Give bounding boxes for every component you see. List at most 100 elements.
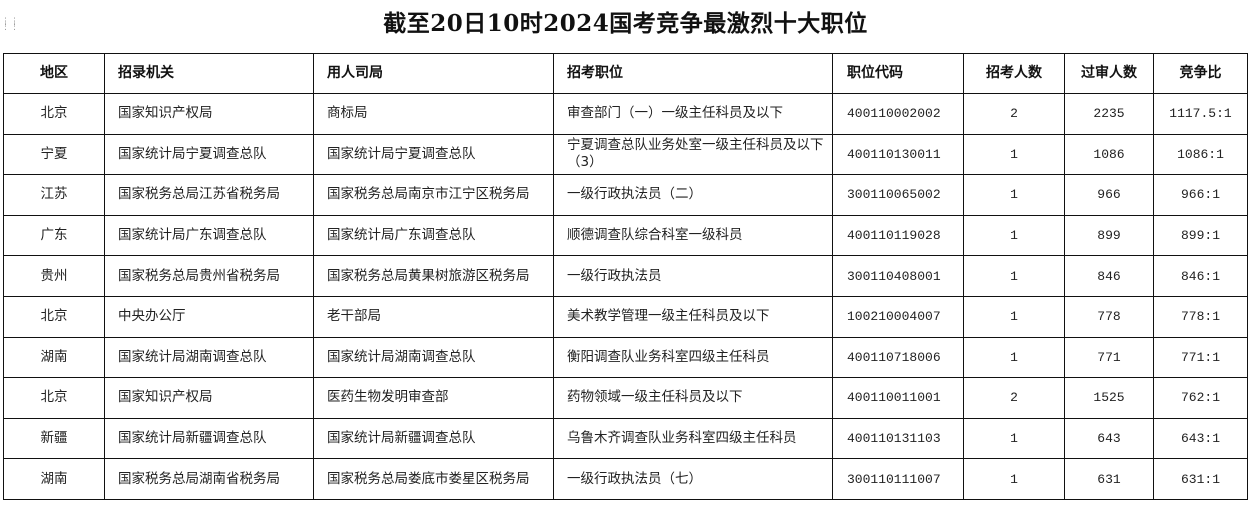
cell-recruiting-agency: 国家知识产权局: [104, 377, 314, 419]
cell-position-code: 400110119028: [832, 214, 964, 257]
header-recruiting-agency: 招录机关: [104, 53, 314, 94]
cell-position: 一级行政执法员（二）: [553, 174, 833, 216]
cell-region: 北京: [3, 377, 105, 419]
cell-position: 顺德调查队综合科室一级科员: [553, 214, 833, 257]
cell-approved-count: 966: [1064, 174, 1154, 216]
table-row: 湖南 国家税务总局湖南省税务局 国家税务总局娄底市娄星区税务局 一级行政执法员（七） 3…: [3, 458, 1248, 500]
cell-recruit-count: 1: [963, 214, 1065, 257]
cell-hiring-department: 国家统计局湖南调查总队: [313, 336, 554, 379]
cell-hiring-department: 国家税务总局娄底市娄星区税务局: [313, 458, 554, 500]
cell-recruiting-agency: 国家统计局广东调查总队: [104, 214, 314, 257]
cell-approved-count: 1086: [1064, 133, 1154, 176]
table-row: 广东 国家统计局广东调查总队 国家统计局广东调查总队 顺德调查队综合科室一级科员 400…: [3, 214, 1248, 257]
cell-approved-count: 1525: [1064, 377, 1154, 419]
table-row: 北京 中央办公厅 老干部局 美术教学管理一级主任科员及以下 100210004007 1 7…: [3, 295, 1248, 338]
cell-region: 贵州: [3, 255, 105, 297]
cell-competition-ratio: 899:1: [1153, 214, 1248, 257]
cell-approved-count: 899: [1064, 214, 1154, 257]
cell-position-code: 100210004007: [832, 295, 964, 338]
cell-position: 一级行政执法员: [553, 255, 833, 297]
cell-position: 衡阳调查队业务科室四级主任科员: [553, 336, 833, 379]
cell-recruiting-agency: 国家统计局新疆调查总队: [104, 417, 314, 460]
cell-region: 北京: [3, 93, 105, 135]
cell-approved-count: 2235: [1064, 93, 1154, 135]
cell-region: 宁夏: [3, 133, 105, 176]
cell-recruit-count: 1: [963, 417, 1065, 460]
cell-hiring-department: 国家统计局广东调查总队: [313, 214, 554, 257]
cell-recruiting-agency: 国家税务总局江苏省税务局: [104, 174, 314, 216]
cell-approved-count: 631: [1064, 458, 1154, 500]
cell-hiring-department: 国家统计局宁夏调查总队: [313, 133, 554, 176]
cell-approved-count: 778: [1064, 295, 1154, 338]
table-row: 北京 国家知识产权局 医药生物发明审查部 药物领域一级主任科员及以下 400110011…: [3, 377, 1248, 419]
cell-position: 乌鲁木齐调查队业务科室四级主任科员: [553, 417, 833, 460]
header-position-code: 职位代码: [832, 53, 964, 94]
cell-recruit-count: 1: [963, 174, 1065, 216]
header-position: 招考职位: [553, 53, 833, 94]
cell-position: 药物领域一级主任科员及以下: [553, 377, 833, 419]
cell-competition-ratio: 762:1: [1153, 377, 1248, 419]
cell-recruiting-agency: 国家统计局湖南调查总队: [104, 336, 314, 379]
cell-recruit-count: 1: [963, 133, 1065, 176]
cell-recruiting-agency: 国家知识产权局: [104, 93, 314, 135]
positions-table: 地区 招录机关 用人司局 招考职位 职位代码 招考人数 过审人数 竞争比 北京国…: [3, 53, 1248, 500]
cell-region: 北京: [3, 295, 105, 338]
cell-position-code: 400110131103: [832, 417, 964, 460]
cell-position-code: 400110011001: [832, 377, 964, 419]
cell-recruit-count: 1: [963, 336, 1065, 379]
cell-recruit-count: 1: [963, 458, 1065, 500]
cell-recruiting-agency: 国家税务总局贵州省税务局: [104, 255, 314, 297]
header-hiring-department: 用人司局: [313, 53, 554, 94]
cell-approved-count: 643: [1064, 417, 1154, 460]
cell-position-code: 300110408001: [832, 255, 964, 297]
page-title: 截至20日10时2024国考竞争最激烈十大职位: [383, 10, 868, 37]
table-row: 贵州 国家税务总局贵州省税务局 国家税务总局黄果树旅游区税务局 一级行政执法员 3001…: [3, 255, 1248, 297]
cell-position: 美术教学管理一级主任科员及以下: [553, 295, 833, 338]
cell-competition-ratio: 846:1: [1153, 255, 1248, 297]
cell-hiring-department: 国家统计局新疆调查总队: [313, 417, 554, 460]
cell-region: 新疆: [3, 417, 105, 460]
table-row: 宁夏 国家统计局宁夏调查总队 国家统计局宁夏调查总队 宁夏调查总队业务处室一级主任科员…: [3, 133, 1248, 176]
cell-recruit-count: 1: [963, 255, 1065, 297]
cell-recruit-count: 2: [963, 377, 1065, 419]
cell-competition-ratio: 771:1: [1153, 336, 1248, 379]
table-row: 北京 国家知识产权局 商标局 审查部门（一）一级主任科员及以下 400110002002…: [3, 93, 1248, 135]
cell-competition-ratio: 643:1: [1153, 417, 1248, 460]
cell-approved-count: 771: [1064, 336, 1154, 379]
cell-position: 一级行政执法员（七）: [553, 458, 833, 500]
cell-hiring-department: 老干部局: [313, 295, 554, 338]
cell-recruiting-agency: 中央办公厅: [104, 295, 314, 338]
cell-recruit-count: 1: [963, 295, 1065, 338]
cell-position-code: 300110111007: [832, 458, 964, 500]
cell-approved-count: 846: [1064, 255, 1154, 297]
cell-competition-ratio: 1117.5:1: [1153, 93, 1248, 135]
cell-recruiting-agency: 国家税务总局湖南省税务局: [104, 458, 314, 500]
cell-competition-ratio: 631:1: [1153, 458, 1248, 500]
cell-region: 江苏: [3, 174, 105, 216]
header-approved-count: 过审人数: [1064, 53, 1154, 94]
cell-position-code: 400110718006: [832, 336, 964, 379]
header-competition-ratio: 竞争比: [1153, 53, 1248, 94]
table-row: 江苏 国家税务总局江苏省税务局 国家税务总局南京市江宁区税务局 一级行政执法员（二） 3…: [3, 174, 1248, 216]
table-header-row: 地区 招录机关 用人司局 招考职位 职位代码 招考人数 过审人数 竞争比: [3, 53, 1248, 94]
cell-recruit-count: 2: [963, 93, 1065, 135]
cell-position-code: 400110130011: [832, 133, 964, 176]
cell-hiring-department: 商标局: [313, 93, 554, 135]
cell-hiring-department: 国家税务总局黄果树旅游区税务局: [313, 255, 554, 297]
cell-hiring-department: 医药生物发明审查部: [313, 377, 554, 419]
cell-position-code: 400110002002: [832, 93, 964, 135]
cell-region: 湖南: [3, 458, 105, 500]
cell-competition-ratio: 1086:1: [1153, 133, 1248, 176]
cell-position: 审查部门（一）一级主任科员及以下: [553, 93, 833, 135]
cell-position: 宁夏调查总队业务处室一级主任科员及以下（3）: [553, 133, 833, 176]
cell-recruiting-agency: 国家统计局宁夏调查总队: [104, 133, 314, 176]
table-row: 新疆 国家统计局新疆调查总队 国家统计局新疆调查总队 乌鲁木齐调查队业务科室四级主任科…: [3, 417, 1248, 460]
cell-hiring-department: 国家税务总局南京市江宁区税务局: [313, 174, 554, 216]
cell-position-code: 300110065002: [832, 174, 964, 216]
table-row: 湖南 国家统计局湖南调查总队 国家统计局湖南调查总队 衡阳调查队业务科室四级主任科员 4…: [3, 336, 1248, 379]
cell-region: 湖南: [3, 336, 105, 379]
cell-competition-ratio: 966:1: [1153, 174, 1248, 216]
cell-region: 广东: [3, 214, 105, 257]
cell-competition-ratio: 778:1: [1153, 295, 1248, 338]
header-region: 地区: [3, 53, 105, 94]
